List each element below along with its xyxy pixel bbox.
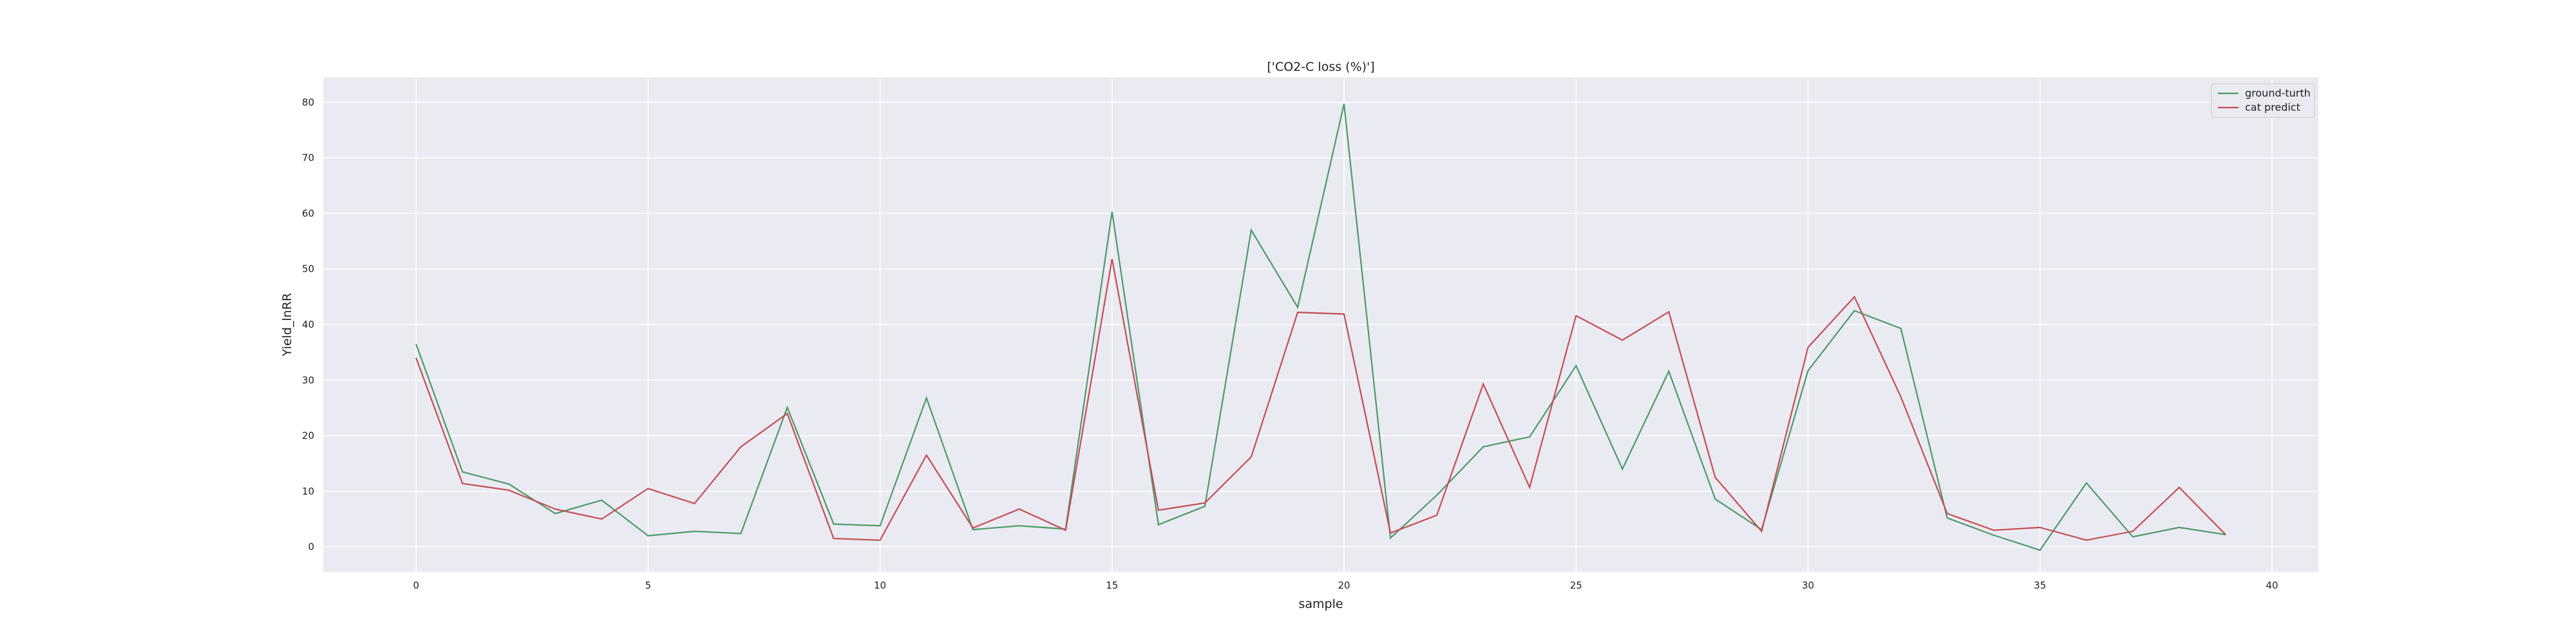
y-tick-label: 60 xyxy=(302,207,314,219)
legend-box xyxy=(2211,83,2315,118)
x-tick-label: 40 xyxy=(2266,580,2278,591)
y-tick-label: 80 xyxy=(302,97,314,108)
y-tick-label: 0 xyxy=(308,541,314,553)
y-tick-label: 10 xyxy=(302,486,314,497)
series-line-cat-predict xyxy=(415,259,2226,541)
chart-title: ['CO2-C loss (%)'] xyxy=(1267,60,1374,74)
y-axis-label: Yield_lnRR xyxy=(280,293,294,357)
x-tick-label: 20 xyxy=(1338,580,1350,591)
y-tick-label: 20 xyxy=(302,430,314,442)
legend-label-ground-turth: ground-turth xyxy=(2245,87,2311,99)
y-tick-label: 70 xyxy=(302,152,314,164)
y-axis-ticks: 0 10 20 30 40 50 60 70 80 xyxy=(302,97,314,553)
y-tick-label: 40 xyxy=(302,319,314,330)
legend: ground-turth cat predict xyxy=(2211,83,2315,118)
series-line-ground-turth xyxy=(415,104,2226,551)
x-tick-label: 5 xyxy=(645,580,652,591)
x-axis-label: sample xyxy=(1298,597,1343,611)
y-tick-label: 30 xyxy=(302,374,314,386)
legend-label-cat-predict: cat predict xyxy=(2245,101,2300,113)
x-tick-label: 35 xyxy=(2034,580,2046,591)
x-tick-label: 0 xyxy=(413,580,419,591)
grid-lines xyxy=(323,77,2318,572)
x-tick-label: 10 xyxy=(874,580,886,591)
x-axis-ticks: 0 5 10 15 20 25 30 35 40 xyxy=(413,580,2278,591)
x-tick-label: 30 xyxy=(1802,580,1814,591)
x-tick-label: 15 xyxy=(1106,580,1118,591)
series-lines xyxy=(415,104,2226,551)
x-tick-label: 25 xyxy=(1570,580,1582,591)
y-tick-label: 50 xyxy=(302,263,314,275)
